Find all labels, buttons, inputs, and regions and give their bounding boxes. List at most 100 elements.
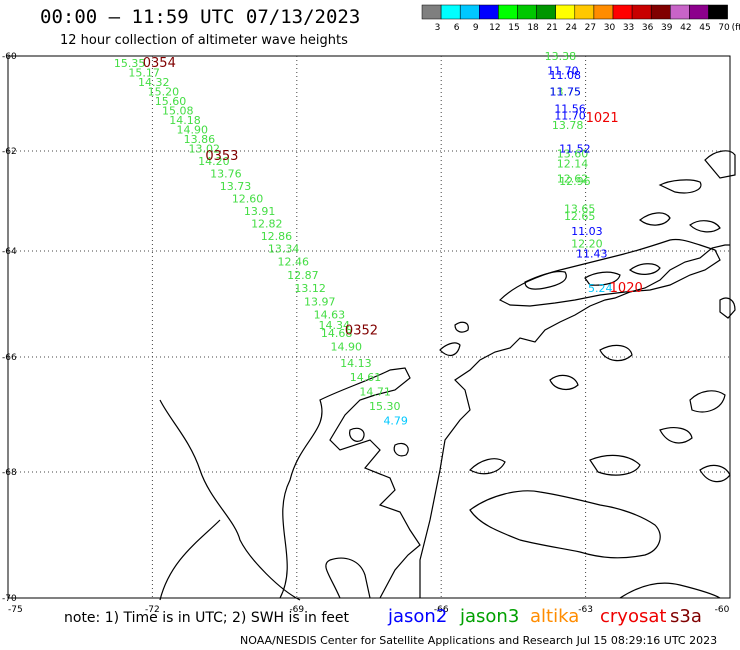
wave-height-label: 13.34 — [268, 243, 300, 256]
legend-swatch — [612, 4, 633, 20]
wave-height-label: 13.76 — [210, 168, 242, 181]
legend-swatch — [536, 4, 556, 20]
pass-time-label: 0353 — [205, 149, 238, 164]
legend-swatch — [517, 4, 537, 20]
wave-height-label: 11.52 — [559, 143, 591, 156]
satellite-name-s3a: s3a — [670, 606, 702, 627]
footnote: note: 1) Time is in UTC; 2) SWH is in fe… — [64, 610, 350, 626]
legend-swatch — [631, 4, 652, 20]
legend-label: 45 — [699, 23, 710, 33]
wave-height-label: 11.56 — [554, 102, 586, 115]
x-tick-label: -66 — [434, 605, 449, 615]
wave-height-label: 5.24 — [588, 282, 613, 295]
wave-height-label: 13.78 — [552, 119, 584, 132]
grid-lines — [8, 56, 730, 598]
x-tick-label: -60 — [715, 605, 730, 615]
satellite-name-cryosat: cryosat — [600, 606, 667, 627]
satellite-name-altika: altika — [530, 606, 580, 627]
legend-label: 36 — [642, 23, 654, 33]
wave-height-label: 13.91 — [244, 205, 276, 218]
wave-height-label: 14.63 — [314, 309, 346, 322]
legend-label: 18 — [527, 23, 539, 33]
wave-height-label: 15.60 — [155, 95, 187, 108]
wave-height-label: 13.86 — [184, 133, 216, 146]
wave-height-label: 14.61 — [350, 371, 382, 384]
legend-label: 27 — [585, 23, 596, 33]
legend-label: 42 — [680, 23, 691, 33]
legend-unit: (ft) — [732, 23, 740, 33]
legend-swatch — [498, 4, 518, 20]
wave-height-label: 13.65 — [564, 203, 596, 216]
wave-height-label: 11.03 — [571, 225, 603, 238]
wave-height-label: 13.02 — [189, 143, 221, 156]
wave-height-label: 11.70 — [554, 109, 586, 122]
wave-height-label: 15.08 — [162, 105, 194, 118]
pass-time-label: 1021 — [586, 111, 619, 126]
legend-label: 15 — [508, 23, 519, 33]
credit-line: NOAA/NESDIS Center for Satellite Applica… — [240, 634, 718, 647]
wave-height-label: 12.14 — [557, 158, 589, 171]
wave-height-label: 14.68 — [321, 327, 353, 340]
wave-height-label: 11.75 — [550, 86, 582, 99]
satellite-name-jason3: jason3 — [460, 606, 520, 627]
wave-height-label: 14.20 — [198, 155, 230, 168]
legend-swatch — [421, 4, 442, 20]
wave-height-label: 14.32 — [138, 76, 170, 89]
chart-title: 00:00 — 11:59 UTC 07/13/2023 — [40, 6, 361, 28]
legend-swatch — [593, 4, 614, 20]
wave-height-label: 14.71 — [359, 386, 391, 399]
axis-labels: -60 -62 -64 -66 -68 -70-75 -72 -69 -66 -63 -60 — [2, 52, 730, 615]
wave-height-label: 13.75 — [550, 86, 582, 99]
wave-height-label: 13.97 — [304, 295, 336, 308]
plot-frame — [7, 55, 731, 599]
wave-height-label: 15.35 — [114, 57, 146, 70]
legend-swatch — [555, 4, 576, 20]
legend-swatch — [440, 4, 461, 20]
legend-label: 6 — [454, 23, 460, 33]
chart-subtitle: 12 hour collection of altimeter wave hei… — [60, 33, 348, 48]
coastline — [159, 150, 736, 601]
wave-height-label: 13.60 — [557, 148, 589, 161]
wave-height-label: 15.30 — [369, 400, 401, 413]
legend-swatch — [670, 4, 690, 20]
wave-height-label: 14.18 — [169, 114, 201, 127]
x-tick-label: -69 — [289, 605, 304, 615]
pass-time-label: 1020 — [610, 281, 643, 296]
wave-height-label: 12.46 — [278, 256, 310, 269]
wave-height-label: 12.62 — [557, 173, 589, 186]
y-tick-label: -66 — [2, 353, 17, 363]
x-tick-label: -75 — [8, 605, 23, 615]
wave-height-label: 12.65 — [564, 210, 596, 223]
legend-label: 39 — [661, 23, 673, 33]
legend-swatch — [650, 4, 671, 20]
legend-label: 21 — [546, 23, 557, 33]
wave-height-label: 4.79 — [383, 414, 408, 427]
y-tick-label: -70 — [2, 594, 17, 604]
legend-label: 3 — [435, 23, 441, 33]
wave-height-label: 13.38 — [545, 50, 577, 63]
pass-time-label: 0354 — [143, 56, 176, 71]
wave-height-label: 12.60 — [232, 193, 264, 206]
data-points: 15.3515.1714.3215.2015.6015.0814.1814.90… — [114, 50, 643, 427]
y-tick-label: -68 — [2, 468, 17, 478]
x-tick-label: -63 — [578, 605, 593, 615]
legend-swatch — [479, 4, 499, 20]
legend-swatch — [574, 4, 595, 20]
legend-label: 9 — [473, 23, 479, 33]
wave-height-label: 15.17 — [128, 67, 160, 80]
pass-time-label: 0352 — [345, 324, 378, 339]
x-tick-label: -72 — [145, 605, 160, 615]
wave-height-label: 14.90 — [330, 340, 362, 353]
legend-label: 24 — [566, 23, 578, 33]
legend-label: 33 — [623, 23, 634, 33]
legend-label: 70 — [718, 23, 730, 33]
wave-height-label: 12.82 — [251, 218, 283, 231]
wave-height-label: 12.96 — [559, 175, 591, 188]
wave-height-label: 12.86 — [261, 230, 293, 243]
legend-swatch — [708, 4, 728, 20]
wave-height-label: 13.12 — [294, 282, 326, 295]
y-tick-label: -62 — [2, 147, 17, 157]
y-tick-label: -60 — [2, 52, 17, 62]
